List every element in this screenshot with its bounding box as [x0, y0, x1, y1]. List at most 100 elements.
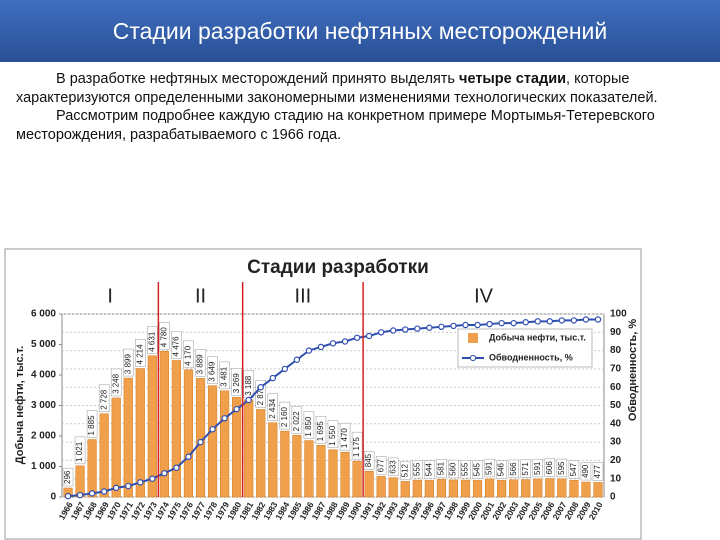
- value-label-box: [460, 460, 471, 479]
- value-label: 3 899: [123, 354, 132, 375]
- value-label-box: [339, 422, 351, 451]
- value-label-box: [315, 416, 327, 444]
- bar: [448, 479, 459, 498]
- value-label-box: [279, 401, 291, 430]
- line-marker: [534, 318, 541, 325]
- chart-title: Стадии разработки: [247, 257, 429, 278]
- value-label: 1 470: [340, 428, 349, 449]
- legend-label: Обводненность, %: [489, 352, 573, 362]
- line-marker: [426, 324, 433, 331]
- bar: [340, 451, 350, 498]
- value-label-box: [195, 349, 206, 377]
- value-label-box: [520, 459, 531, 478]
- y-tick-label: 3 000: [31, 400, 56, 411]
- value-label: 3 889: [196, 354, 205, 375]
- value-label-box: [159, 321, 170, 350]
- value-label: 4 214: [135, 344, 144, 365]
- bar: [111, 397, 121, 498]
- bar: [460, 479, 471, 498]
- value-label: 845: [364, 453, 373, 467]
- value-label-box: [171, 331, 182, 359]
- value-label: 3 649: [208, 361, 217, 382]
- value-label-box: [147, 326, 158, 355]
- value-label-box: [303, 411, 315, 439]
- value-label: 2 434: [268, 398, 277, 419]
- value-label-box: [86, 410, 98, 438]
- bar: [521, 479, 531, 498]
- bar: [232, 397, 242, 498]
- y2-tick-label: 70: [610, 364, 622, 375]
- legend-swatch: [469, 354, 477, 362]
- bar: [183, 369, 194, 498]
- legend-swatch: [468, 333, 478, 343]
- y2-tick-label: 60: [610, 382, 622, 393]
- value-label-box: [267, 393, 279, 422]
- y-tick-label: 6 000: [31, 309, 56, 320]
- value-label: 547: [569, 462, 578, 476]
- bar: [352, 460, 362, 498]
- value-label: 2 871: [256, 385, 265, 406]
- line-marker: [582, 316, 590, 323]
- line-marker: [149, 475, 156, 482]
- line-marker: [402, 326, 409, 333]
- bar: [472, 480, 483, 498]
- value-label-box: [62, 467, 74, 487]
- bar: [497, 480, 507, 498]
- bar: [388, 477, 398, 498]
- value-label: 544: [424, 463, 433, 477]
- stage-label: II: [195, 285, 206, 307]
- value-label: 545: [473, 462, 482, 476]
- value-label: 633: [388, 460, 397, 474]
- value-label: 1 695: [316, 421, 325, 442]
- line-marker: [269, 374, 276, 382]
- value-label: 3 481: [220, 366, 229, 387]
- value-label-box: [387, 457, 399, 476]
- line-marker: [570, 317, 578, 324]
- line-marker: [522, 319, 529, 326]
- line-marker: [197, 438, 204, 446]
- value-label-box: [110, 368, 122, 397]
- y2-tick-label: 20: [610, 455, 622, 466]
- line-marker: [558, 317, 566, 324]
- line-marker: [498, 319, 505, 327]
- y-tick-label: 0: [50, 492, 56, 503]
- y-tick-label: 5 000: [31, 339, 56, 350]
- y-tick-label: 1 000: [31, 461, 56, 472]
- legend-box: [457, 328, 593, 368]
- value-label-box: [568, 460, 580, 479]
- line-marker: [161, 470, 168, 477]
- bold-run: четыре стадии: [459, 71, 567, 87]
- value-label: 4 631: [147, 331, 156, 352]
- bar: [569, 480, 579, 498]
- paragraph: Рассмотрим подробнее каждую стадию на ко…: [16, 108, 655, 143]
- value-label: 1 550: [328, 425, 337, 446]
- value-label: 1 885: [87, 415, 96, 436]
- line-marker: [450, 322, 457, 330]
- line-marker: [100, 488, 108, 495]
- value-label: 490: [581, 464, 590, 478]
- line-marker: [462, 321, 469, 329]
- value-label: 512: [400, 463, 409, 477]
- bar: [484, 478, 495, 498]
- y-axis-label: Добыча нефти, тыс.т.: [14, 346, 26, 464]
- bar: [424, 480, 434, 498]
- value-label: 4 780: [159, 327, 168, 348]
- slide-title: Стадии разработки нефтяных месторождений: [0, 0, 720, 62]
- line-marker: [245, 396, 252, 404]
- bar: [436, 479, 446, 498]
- value-label: 477: [593, 465, 602, 479]
- value-label: 595: [557, 461, 566, 475]
- value-label-box: [327, 420, 339, 448]
- y2-axis-label: Обводненность, %: [627, 319, 639, 422]
- paragraph: В разработке нефтяных месторождений прин…: [16, 70, 706, 107]
- line-marker: [209, 426, 216, 433]
- bar: [292, 435, 302, 498]
- value-label-box: [400, 461, 411, 480]
- y2-tick-label: 80: [610, 345, 622, 356]
- text-run: В разработке нефтяных месторождений прин…: [56, 71, 460, 87]
- bar: [147, 355, 157, 498]
- bar: [256, 409, 266, 498]
- bar: [280, 430, 290, 498]
- stage-label: IV: [474, 285, 494, 307]
